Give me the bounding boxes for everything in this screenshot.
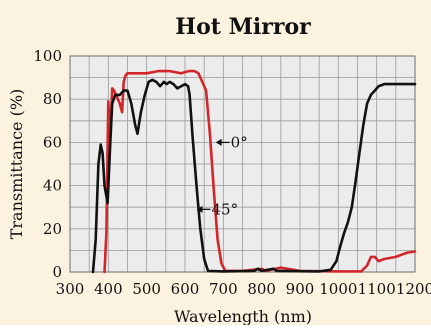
x-tick-label: 600 — [171, 280, 200, 298]
series-line-45deg — [91, 78, 417, 274]
x-tick-label: 300 — [56, 280, 85, 298]
x-tick-label: 800 — [247, 280, 276, 298]
annotation-label-0deg: 0° — [231, 133, 248, 151]
x-tick-label: 1200 — [396, 280, 431, 298]
y-tick-label: 20 — [43, 220, 62, 238]
x-tick-label: 400 — [94, 280, 123, 298]
annotation-arrowhead-0deg — [215, 138, 222, 146]
x-tick-label: 700 — [209, 280, 238, 298]
x-tick-labels: 300 400 500 600 700 800 900 1000 1100 1200 — [56, 280, 431, 298]
x-axis-label: Wavelength (nm) — [174, 307, 312, 325]
series-line-0deg — [103, 69, 417, 274]
y-tick-label: 0 — [52, 263, 62, 281]
y-axis-label: Transmittance (%) — [7, 89, 26, 240]
y-tick-label: 100 — [33, 47, 62, 65]
series-group — [91, 69, 417, 274]
x-tick-label: 900 — [286, 280, 315, 298]
chart-title: Hot Mirror — [175, 14, 311, 40]
y-tick-labels: 0 20 40 60 80 100 — [33, 47, 62, 281]
annotations: 0° 45° — [196, 133, 248, 218]
annotation-label-45deg: 45° — [212, 200, 239, 218]
x-tick-label: 500 — [132, 280, 161, 298]
annotation-arrowhead-45deg — [196, 205, 203, 213]
y-tick-label: 40 — [43, 177, 62, 195]
y-tick-label: 60 — [43, 133, 62, 151]
x-tick-label: 1100 — [358, 280, 396, 298]
x-tick-label: 1000 — [319, 280, 357, 298]
y-tick-label: 80 — [43, 90, 62, 108]
